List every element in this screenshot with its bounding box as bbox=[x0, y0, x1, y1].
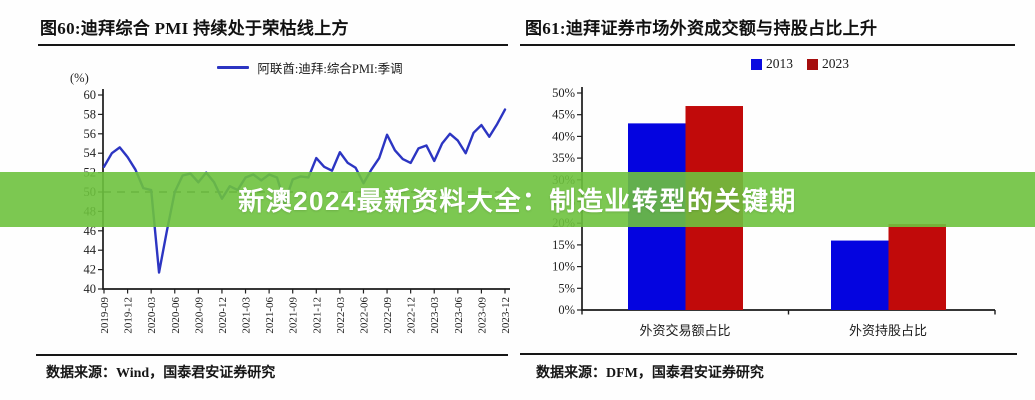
svg-text:2023-12: 2023-12 bbox=[500, 297, 512, 334]
left-chart-unit-label: (%) bbox=[70, 71, 89, 85]
promo-banner-overlay[interactable]: 新澳2024最新资料大全：制造业转型的关键期 bbox=[0, 172, 1035, 227]
svg-text:35%: 35% bbox=[552, 151, 575, 165]
svg-text:2023-09: 2023-09 bbox=[476, 297, 488, 334]
svg-text:2020-06: 2020-06 bbox=[170, 297, 182, 334]
svg-text:56: 56 bbox=[84, 127, 97, 141]
svg-text:2019-09: 2019-09 bbox=[99, 297, 111, 334]
svg-text:2021-09: 2021-09 bbox=[288, 297, 300, 334]
category-label-holding-share: 外资持股占比 bbox=[848, 323, 927, 338]
svg-text:44: 44 bbox=[84, 243, 97, 257]
svg-text:40: 40 bbox=[84, 282, 97, 296]
svg-text:2020-12: 2020-12 bbox=[217, 297, 229, 334]
svg-text:5%: 5% bbox=[558, 281, 575, 295]
left-chart-title: 图60:迪拜综合 PMI 持续处于荣枯线上方 bbox=[40, 19, 349, 38]
svg-text:54: 54 bbox=[84, 146, 97, 160]
right-title-underline bbox=[520, 44, 1015, 46]
svg-text:40%: 40% bbox=[552, 129, 575, 143]
svg-text:58: 58 bbox=[84, 107, 97, 121]
svg-text:2022-06: 2022-06 bbox=[358, 297, 370, 334]
svg-text:2019-12: 2019-12 bbox=[123, 297, 135, 334]
svg-text:2022-09: 2022-09 bbox=[382, 297, 394, 334]
svg-text:42: 42 bbox=[84, 263, 97, 277]
svg-text:15%: 15% bbox=[552, 238, 575, 252]
svg-text:2021-03: 2021-03 bbox=[241, 297, 253, 334]
svg-text:2020-03: 2020-03 bbox=[146, 297, 158, 334]
left-source-rule bbox=[36, 354, 508, 356]
svg-text:60: 60 bbox=[84, 88, 97, 102]
svg-text:2023-06: 2023-06 bbox=[453, 297, 465, 334]
left-chart-legend: 阿联酋:迪拜:综合PMI:季调 bbox=[150, 58, 470, 77]
svg-text:2021-06: 2021-06 bbox=[264, 297, 276, 334]
svg-text:10%: 10% bbox=[552, 260, 575, 274]
legend-item-2013: 2013 bbox=[751, 56, 793, 72]
svg-text:0%: 0% bbox=[558, 303, 575, 317]
left-source-caption: 数据来源：Wind，国泰君安证券研究 bbox=[46, 366, 276, 381]
legend-2023-swatch bbox=[807, 58, 818, 70]
svg-text:46: 46 bbox=[84, 224, 97, 238]
legend-2013-swatch bbox=[751, 58, 762, 70]
promo-banner-text: 新澳2024最新资料大全：制造业转型的关键期 bbox=[238, 186, 797, 216]
legend-item-2023: 2023 bbox=[807, 56, 849, 72]
svg-text:2022-03: 2022-03 bbox=[335, 297, 347, 334]
svg-text:2021-12: 2021-12 bbox=[311, 297, 323, 334]
legend-2013-label: 2013 bbox=[766, 56, 793, 71]
svg-text:2023-03: 2023-03 bbox=[429, 297, 441, 334]
left-title-underline bbox=[38, 44, 508, 46]
pmi-line-legend-swatch bbox=[217, 66, 250, 69]
right-chart-legend: 2013 2023 bbox=[700, 56, 900, 72]
pmi-line-legend-label: 阿联酋:迪拜:综合PMI:季调 bbox=[257, 62, 403, 76]
right-source-caption: 数据来源：DFM，国泰君安证券研究 bbox=[536, 366, 764, 381]
svg-text:45%: 45% bbox=[552, 108, 575, 122]
legend-2023-label: 2023 bbox=[822, 56, 849, 71]
category-label-trading-share: 外资交易额占比 bbox=[639, 323, 731, 338]
svg-text:50%: 50% bbox=[552, 86, 575, 100]
svg-text:2022-12: 2022-12 bbox=[406, 297, 418, 334]
right-source-rule bbox=[520, 353, 1017, 355]
right-chart-title: 图61:迪拜证券市场外资成交额与持股占比上升 bbox=[525, 19, 878, 38]
svg-text:2020-09: 2020-09 bbox=[193, 297, 205, 334]
